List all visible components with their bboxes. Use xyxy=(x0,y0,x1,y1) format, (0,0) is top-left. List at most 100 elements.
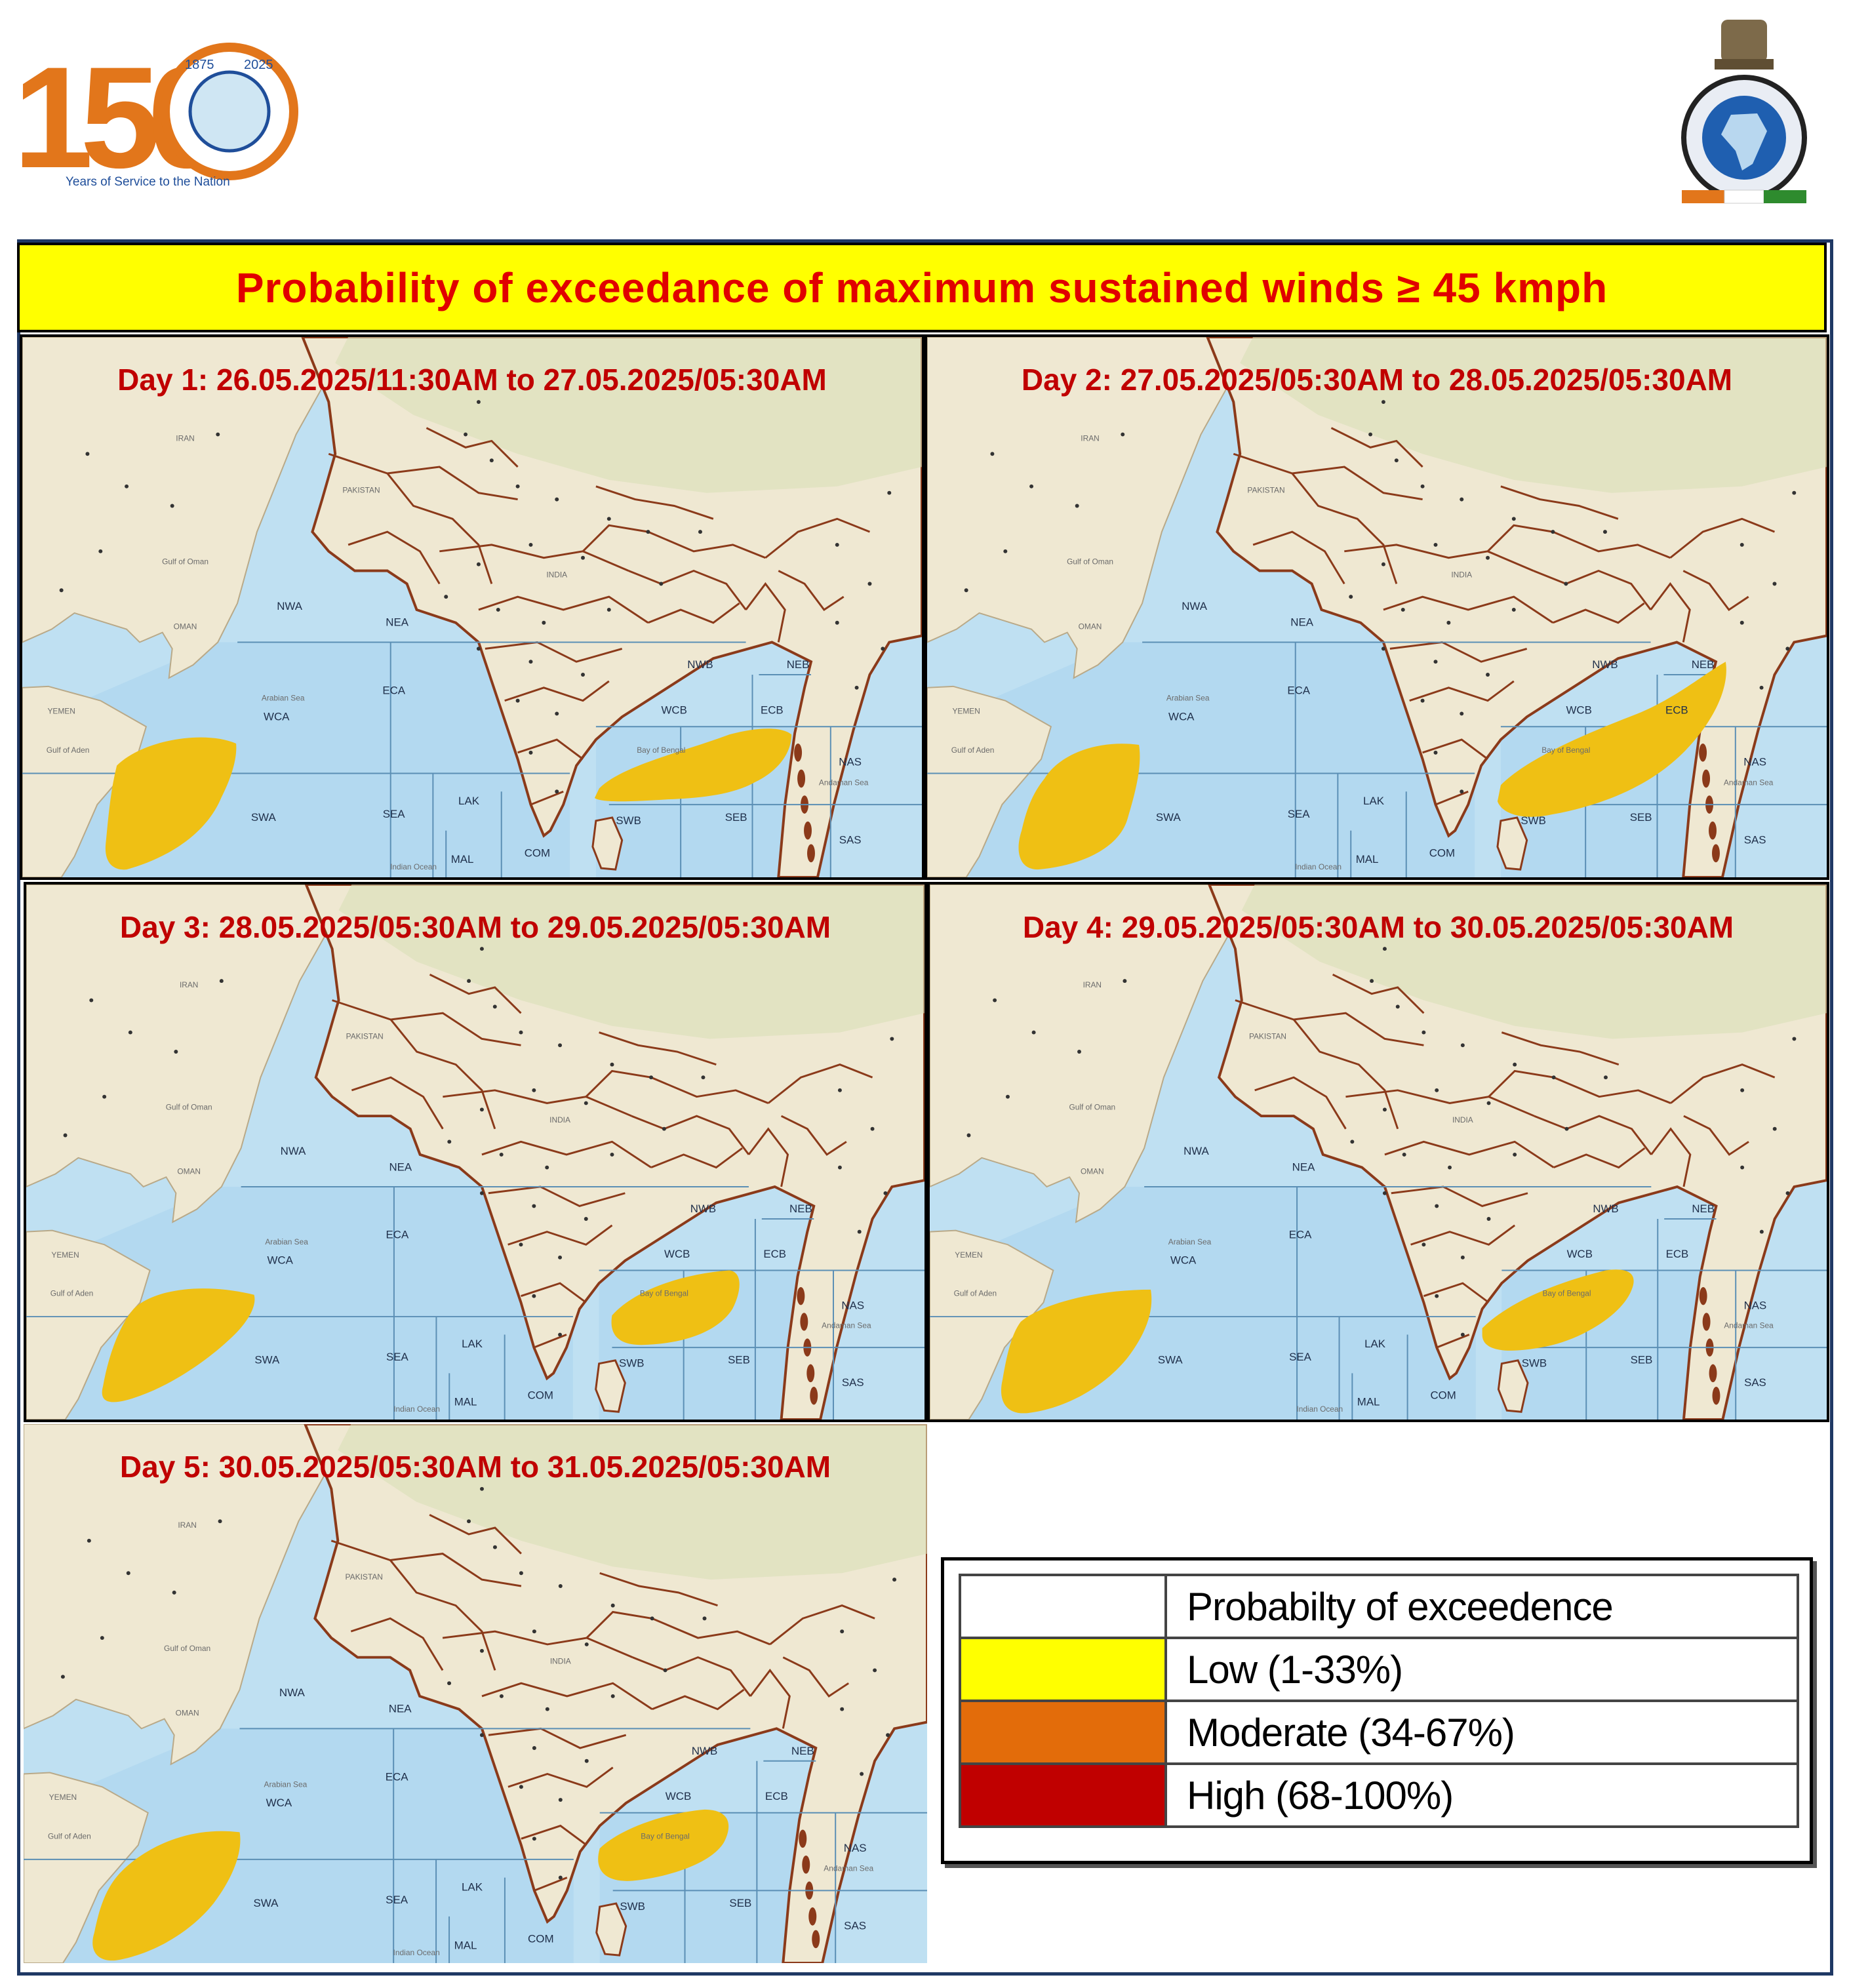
imd-emblem xyxy=(1681,20,1807,204)
state-border xyxy=(332,999,521,1046)
place-label: IRAN xyxy=(1081,433,1099,443)
city-dot xyxy=(1486,1217,1491,1221)
city-dot xyxy=(1382,947,1387,951)
himalaya-shade xyxy=(338,885,924,1039)
region-label-nea: NEA xyxy=(386,616,408,629)
region-label-nwb: NWB xyxy=(690,1203,716,1215)
forecast-zone-bay-of-bengal xyxy=(1497,662,1726,817)
land-west-asia xyxy=(22,337,330,679)
state-border xyxy=(1422,738,1488,760)
region-label-sea: SEA xyxy=(383,808,406,820)
region-label-wca: WCA xyxy=(267,1254,293,1267)
region-label-mal: MAL xyxy=(454,1396,477,1408)
place-label: Gulf of Aden xyxy=(50,1289,94,1298)
city-dot xyxy=(663,1668,667,1673)
state-border xyxy=(1252,530,1345,585)
city-dot xyxy=(1395,1004,1400,1009)
state-border xyxy=(1650,582,1691,643)
place-label: Gulf of Aden xyxy=(951,746,995,755)
day1-label: Day 1: 26.05.2025/11:30AM to 27.05.2025/… xyxy=(117,363,827,397)
legend-label-low: Low (1-33%) xyxy=(1164,1637,1799,1702)
city-dot xyxy=(1077,1050,1081,1054)
region-label-sas: SAS xyxy=(839,834,862,846)
city-dot xyxy=(581,555,585,560)
forecast-zone-arabian-sea xyxy=(105,737,237,870)
place-label: Indian Ocean xyxy=(1296,1404,1343,1414)
region-label-eca: ECA xyxy=(386,1770,409,1783)
region-label-wcb: WCB xyxy=(664,1248,690,1260)
place-label: PAKISTAN xyxy=(1249,1031,1286,1041)
region-label-lak: LAK xyxy=(458,795,480,807)
city-dot xyxy=(519,1571,523,1576)
city-dot xyxy=(496,607,500,612)
city-dot xyxy=(1551,1075,1556,1080)
city-dot xyxy=(1075,504,1079,508)
region-label-nea: NEA xyxy=(1292,1161,1315,1174)
city-dot xyxy=(1370,979,1374,984)
andaman-island xyxy=(812,1930,820,1949)
place-label: Indian Ocean xyxy=(393,1948,440,1957)
state-border xyxy=(348,530,441,585)
city-dot xyxy=(886,1733,890,1738)
city-dot xyxy=(835,542,839,547)
city-dot xyxy=(1759,685,1764,690)
city-dot xyxy=(532,1204,536,1208)
city-dot xyxy=(126,1571,130,1576)
city-dot xyxy=(170,504,174,508)
region-label-lak: LAK xyxy=(1364,1338,1385,1350)
city-dot xyxy=(558,1798,563,1802)
state-border xyxy=(1291,473,1398,584)
state-border xyxy=(426,427,519,468)
himalaya-shade xyxy=(1241,885,1827,1039)
state-border xyxy=(1330,427,1423,468)
state-border xyxy=(1669,517,1776,559)
city-dot xyxy=(1564,582,1568,586)
place-label: IRAN xyxy=(1083,980,1102,989)
state-border xyxy=(1488,1069,1671,1104)
state-border xyxy=(1409,680,1515,702)
city-dot xyxy=(519,1242,523,1247)
place-label: YEMEN xyxy=(952,706,980,715)
state-border xyxy=(1533,569,1652,610)
city-dot xyxy=(100,1636,104,1640)
city-dot xyxy=(1513,1062,1517,1067)
andaman-island xyxy=(797,1286,805,1305)
city-dot xyxy=(1381,400,1385,405)
andaman-island xyxy=(1699,743,1707,762)
place-label: Arabian Sea xyxy=(1166,694,1210,703)
region-label-seb: SEB xyxy=(1630,811,1652,824)
region-label-wca: WCA xyxy=(1170,1254,1197,1267)
place-label: OMAN xyxy=(1079,622,1102,631)
city-dot xyxy=(558,1875,563,1880)
place-label: Bay of Bengal xyxy=(641,1831,690,1840)
region-label-com: COM xyxy=(528,1932,554,1945)
state-border xyxy=(488,1185,626,1207)
city-dot xyxy=(854,685,859,690)
region-label-eca: ECA xyxy=(382,685,405,697)
city-dot xyxy=(558,1584,563,1588)
city-dot xyxy=(584,1101,588,1105)
title-bar: Probability of exceedance of maximum sus… xyxy=(17,243,1827,332)
state-border xyxy=(599,1031,717,1066)
region-label-sea: SEA xyxy=(1289,1351,1312,1363)
state-border xyxy=(782,1656,850,1698)
state-border xyxy=(534,1877,568,1892)
state-border xyxy=(1553,1147,1646,1169)
place-label: Arabian Sea xyxy=(262,694,305,703)
day3-label: Day 3: 28.05.2025/05:30AM to 29.05.2025/… xyxy=(119,910,831,944)
place-label: OMAN xyxy=(177,1166,201,1176)
region-label-nwb: NWB xyxy=(1593,1203,1618,1215)
land-africa xyxy=(927,685,1052,877)
state-border xyxy=(429,973,522,1014)
place-label: OMAN xyxy=(1081,1166,1104,1176)
place-label: Bay of Bengal xyxy=(640,1289,688,1298)
state-border xyxy=(521,1282,587,1303)
city-dot xyxy=(1460,711,1464,716)
city-dot xyxy=(650,1616,654,1621)
land-sri-lanka xyxy=(595,1359,626,1413)
place-label: Gulf of Aden xyxy=(47,746,90,755)
city-dot xyxy=(837,1088,842,1092)
city-dot xyxy=(85,452,90,456)
city-dot xyxy=(476,562,481,567)
forecast-zone-bay-of-bengal xyxy=(1482,1269,1634,1351)
